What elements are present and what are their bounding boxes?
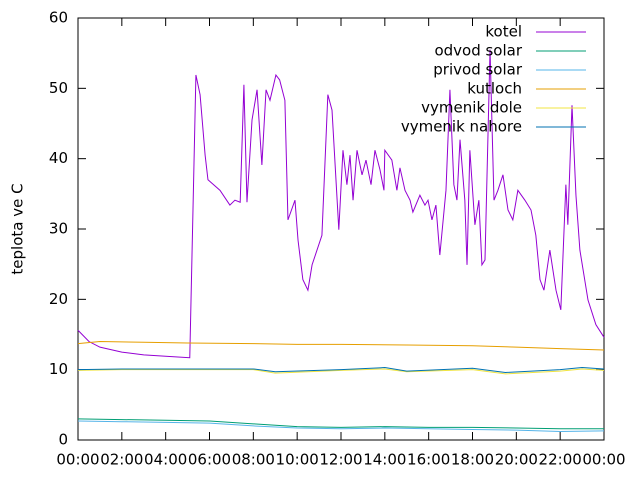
x-tick-label: 04:00 — [144, 451, 187, 469]
y-tick-label: 20 — [49, 290, 68, 308]
series-line — [77, 341, 605, 351]
x-tick-label: 12:00 — [319, 451, 362, 469]
series-line — [77, 368, 605, 375]
series-line — [77, 49, 605, 359]
series-line — [77, 420, 605, 433]
y-tick-label: 30 — [49, 220, 68, 238]
y-tick-label: 40 — [49, 149, 68, 167]
y-tick-label: 10 — [49, 360, 68, 378]
legend-label: odvod solar — [434, 42, 522, 60]
legend-label: kutloch — [467, 80, 522, 98]
y-tick-label: 60 — [49, 9, 68, 27]
x-tick-label: 08:00 — [232, 451, 275, 469]
x-tick-label: 06:00 — [188, 451, 231, 469]
legend-label: privod solar — [433, 61, 523, 79]
x-tick-label: 14:00 — [363, 451, 406, 469]
legend-label: kotel — [485, 23, 522, 41]
x-tick-label: 20:00 — [495, 451, 538, 469]
x-tick-label: 18:00 — [451, 451, 494, 469]
x-tick-label: 00:00 — [582, 451, 625, 469]
plot-border — [77, 17, 605, 441]
y-tick-label: 0 — [58, 431, 68, 449]
legend-label: vymenik nahore — [401, 118, 522, 136]
x-tick-label: 02:00 — [100, 451, 143, 469]
y-tick-label: 50 — [49, 79, 68, 97]
x-tick-label: 16:00 — [407, 451, 450, 469]
x-tick-label: 00:00 — [56, 451, 99, 469]
series-line — [77, 418, 604, 430]
y-axis-label: teplota ve C — [9, 183, 27, 274]
legend-label: vymenik dole — [421, 99, 522, 117]
x-tick-label: 10:00 — [276, 451, 319, 469]
x-tick-label: 22:00 — [539, 451, 582, 469]
series-line — [77, 367, 605, 373]
